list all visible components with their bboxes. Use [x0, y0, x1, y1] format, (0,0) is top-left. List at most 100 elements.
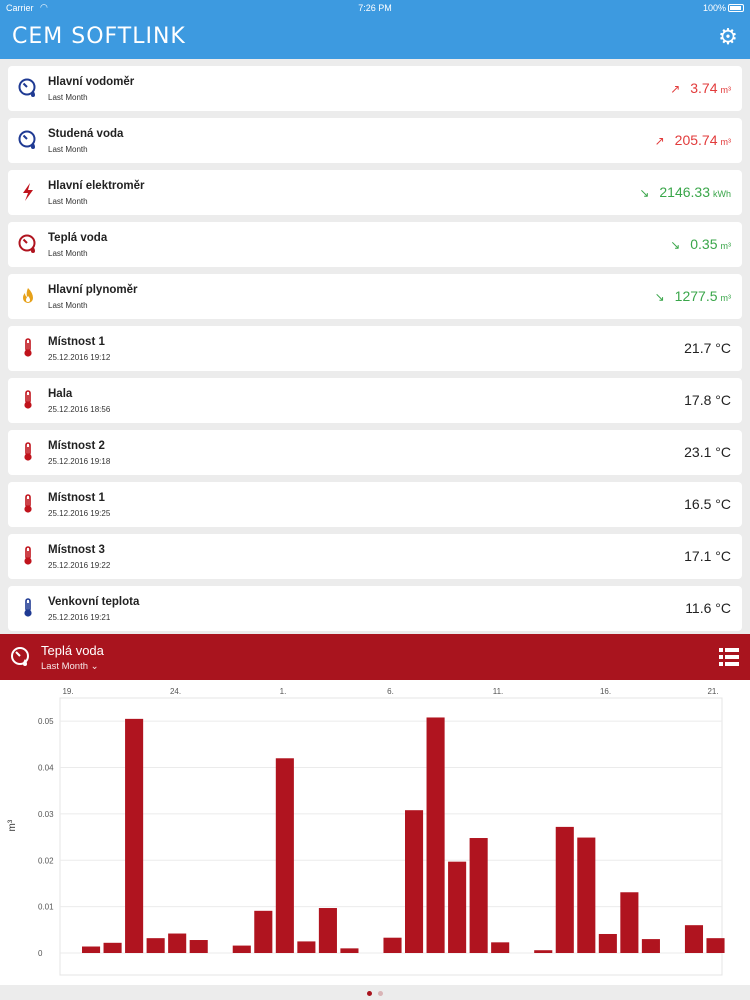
meter-unit: m³ [720, 137, 732, 147]
meter-card[interactable]: Teplá voda Last Month ↘ 0.35 m³ [8, 222, 742, 267]
chart-bar [275, 758, 294, 953]
meter-card[interactable]: Studená voda Last Month ↗ 205.74 m³ [8, 118, 742, 163]
consumption-chart-area: 0 0.01 0.02 0.03 0.04 0.05 m³ 19. 24. 1. 6. 11. 16. 2… [0, 680, 750, 985]
x-tick-label: 24. [170, 687, 181, 696]
battery-percent: 100% [702, 3, 726, 13]
meter-card[interactable]: Místnost 2 25.12.2016 19:18 23.1 °C [8, 430, 742, 475]
meter-unit: kWh [713, 189, 731, 199]
period-dropdown[interactable]: Last Month ⌄ [41, 661, 99, 672]
meter-value: 2146.33 [659, 184, 710, 200]
page-dot[interactable] [378, 991, 383, 996]
meter-subtitle: Last Month [48, 145, 88, 154]
trend-up-icon: ↗ [654, 134, 665, 148]
meter-subtitle: 25.12.2016 19:22 [48, 561, 111, 570]
gear-icon[interactable]: ⚙ [718, 24, 738, 49]
app-logo: CEM SOFTLINK [12, 24, 186, 49]
chart-bar [383, 937, 402, 953]
detail-panel-header[interactable]: Teplá voda Last Month ⌄ [0, 634, 750, 680]
detail-panel-title: Teplá voda [41, 643, 104, 658]
meter-name: Hlavní elektroměr [48, 180, 145, 192]
meter-value-group: ↗ 3.74 m³ [670, 80, 731, 96]
wifi-icon: ◠ [40, 2, 48, 12]
x-tick-label: 16. [600, 687, 611, 696]
meter-card[interactable]: Místnost 1 25.12.2016 19:25 16.5 °C [8, 482, 742, 527]
meter-value: 0.35 [690, 236, 718, 252]
meter-unit: m³ [720, 293, 732, 303]
meter-subtitle: Last Month [48, 93, 88, 102]
thermometer-icon [24, 442, 32, 461]
y-tick-label: 0.02 [38, 856, 54, 865]
meter-value: 205.74 [674, 132, 718, 148]
meter-name: Studená voda [48, 128, 124, 140]
trend-down-icon: ↘ [639, 186, 650, 200]
chart-bar [146, 938, 165, 953]
chart-bar [534, 950, 553, 953]
meter-value-group: ↘ 0.35 m³ [670, 236, 731, 252]
meter-value: 23.1 °C [684, 444, 731, 460]
meter-subtitle: Last Month [48, 249, 88, 258]
meter-card[interactable]: Hlavní elektroměr Last Month ↘ 2146.33 kWh [8, 170, 742, 215]
x-tick-label: 11. [493, 687, 504, 696]
chart-bar [340, 948, 359, 953]
nav-bar: CEM SOFTLINK ⚙ [0, 16, 750, 59]
meter-value-group: ↗ 205.74 m³ [655, 132, 731, 148]
thermometer-icon [24, 494, 32, 513]
x-tick-label: 19. [62, 687, 73, 696]
meter-card[interactable]: Hala 25.12.2016 18:56 17.8 °C [8, 378, 742, 423]
meter-subtitle: 25.12.2016 19:21 [48, 613, 111, 622]
chart-bar [491, 942, 510, 953]
thermometer-icon [24, 338, 32, 357]
consumption-bar-chart: 0 0.01 0.02 0.03 0.04 0.05 m³ 19. 24. 1. 6. 11. 16. 2… [7, 687, 725, 976]
meter-value-group: 23.1 °C [684, 444, 731, 460]
meter-subtitle: Last Month [48, 301, 88, 310]
meter-card[interactable]: Venkovní teplota 25.12.2016 19:21 11.6 °C [8, 586, 742, 631]
meter-unit: m³ [720, 85, 732, 95]
page-indicator [0, 985, 750, 1000]
page-dot-active[interactable] [367, 991, 372, 996]
chart-bar [620, 892, 639, 953]
carrier-label: Carrier [6, 3, 34, 13]
thermometer-icon [24, 390, 32, 409]
meter-name: Hlavní plynoměr [48, 284, 138, 296]
water-meter-icon [18, 130, 36, 149]
chart-bar [405, 810, 424, 953]
trend-down-icon: ↘ [654, 290, 665, 304]
chart-bar [254, 910, 273, 953]
meter-value: 17.8 °C [684, 392, 731, 408]
meter-card[interactable]: Hlavní vodoměr Last Month ↗ 3.74 m³ [8, 66, 742, 111]
meter-name: Hlavní vodoměr [48, 76, 135, 88]
x-tick-label: 6. [387, 687, 394, 696]
meter-unit: m³ [720, 241, 732, 251]
chart-bar [641, 939, 660, 953]
y-tick-label: 0.04 [38, 764, 54, 773]
chart-plot-frame [59, 697, 723, 976]
meter-subtitle: 25.12.2016 19:25 [48, 509, 111, 518]
meter-name: Hala [48, 388, 73, 400]
meter-value-group: 21.7 °C [684, 340, 731, 356]
list-view-icon[interactable] [719, 648, 739, 666]
meter-subtitle: Last Month [48, 197, 88, 206]
meter-value-group: ↘ 1277.5 m³ [655, 288, 731, 304]
chart-bar [706, 938, 725, 953]
y-tick-label: 0.05 [38, 717, 54, 726]
y-tick-label: 0.03 [38, 810, 54, 819]
x-tick-label: 21. [707, 687, 718, 696]
meter-value: 17.1 °C [684, 548, 731, 564]
meter-card[interactable]: Místnost 1 25.12.2016 19:12 21.7 °C [8, 326, 742, 371]
thermometer-blue-icon [24, 598, 32, 617]
meter-card[interactable]: Místnost 3 25.12.2016 19:22 17.1 °C [8, 534, 742, 579]
trend-up-icon: ↗ [670, 82, 681, 96]
meter-name: Místnost 3 [48, 544, 105, 556]
meter-value: 3.74 [690, 80, 718, 96]
thermometer-icon [24, 546, 32, 565]
meter-value: 1277.5 [674, 288, 718, 304]
x-tick-label: 1. [280, 687, 287, 696]
meter-subtitle: 25.12.2016 18:56 [48, 405, 111, 414]
hot-water-meter-icon [11, 647, 29, 666]
battery-icon [728, 4, 744, 12]
meter-card[interactable]: Hlavní plynoměr Last Month ↘ 1277.5 m³ [8, 274, 742, 319]
meter-list: Hlavní vodoměr Last Month ↗ 3.74 m³ Studená v… [8, 66, 742, 638]
meter-name: Teplá voda [48, 232, 108, 244]
trend-down-icon: ↘ [670, 238, 681, 252]
chart-bar [577, 837, 596, 953]
